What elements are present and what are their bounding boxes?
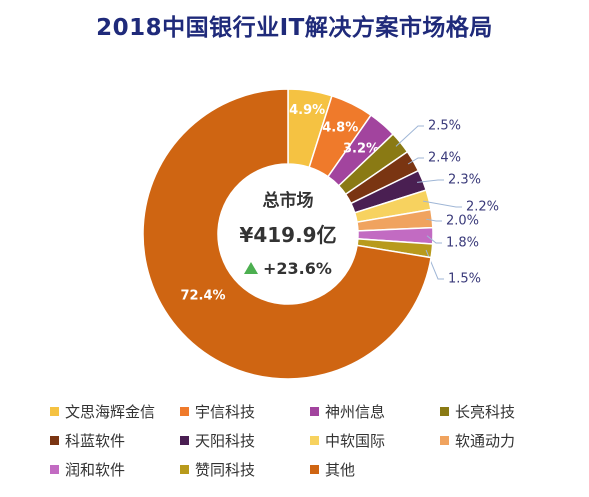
legend-swatch [440,436,449,445]
slice-label-6: 2.3% [448,173,481,188]
slice-label-9: 1.8% [446,236,479,251]
legend-label: 赞同科技 [195,461,256,479]
legend-item: 软通动力 [440,430,570,451]
legend-label: 科蓝软件 [65,432,126,450]
center-growth: +23.6% [263,259,332,278]
slice-label-1: 4.9% [289,103,325,118]
legend-item: 科蓝软件 [50,430,180,451]
legend-swatch [440,407,449,416]
legend-swatch [180,465,189,474]
legend-label: 天阳科技 [195,432,256,450]
legend-row: 科蓝软件 天阳科技 中软国际 软通动力 [50,426,570,455]
slice-label-7: 2.2% [466,200,499,215]
legend-label: 其他 [325,461,356,479]
legend-label: 中软国际 [325,432,386,450]
legend-row: 润和软件 赞同科技 其他 [50,455,570,484]
legend-item: 润和软件 [50,459,180,480]
legend-item: 赞同科技 [180,459,310,480]
legend-swatch [50,465,59,474]
leader-line-6 [417,179,444,183]
legend-label: 软通动力 [455,432,516,450]
legend-item: 宇信科技 [180,401,310,422]
leader-line-7 [422,200,462,208]
legend: 文思海辉金信 宇信科技 神州信息 长亮科技科蓝软件 天阳科技 中软国际 软通动力润和软件 赞同… [50,397,570,484]
slice-label-2: 4.8% [322,121,358,136]
leader-line-4 [395,125,424,147]
legend-label: 长亮科技 [455,403,516,421]
legend-label: 宇信科技 [195,403,256,421]
legend-swatch [310,465,319,474]
center-label: 总市场 [263,190,314,211]
slice-label-11: 72.4% [180,289,225,304]
slice-label-10: 1.5% [448,272,481,287]
legend-item: 其他 [310,459,440,480]
chart-title: 2018中国银行业IT解决方案市场格局 [96,15,493,41]
up-triangle-icon [244,262,258,274]
legend-label: 润和软件 [65,461,126,479]
legend-item: 文思海辉金信 [50,401,180,422]
slice-label-3: 3.2% [343,142,379,157]
leader-line-9 [426,235,442,244]
center-total: ¥419.9亿 [239,223,336,247]
legend-item: 中软国际 [310,430,440,451]
legend-item: 长亮科技 [440,401,570,422]
legend-label: 神州信息 [325,403,386,421]
slice-label-8: 2.0% [446,214,479,229]
slice-11 [142,88,432,380]
legend-label: 文思海辉金信 [65,403,156,421]
legend-swatch [310,407,319,416]
legend-swatch [50,407,59,416]
legend-item: 神州信息 [310,401,440,422]
slice-label-5: 2.4% [428,151,461,166]
slice-label-4: 2.5% [428,119,461,134]
leader-line-8 [426,218,442,222]
legend-item: 天阳科技 [180,430,310,451]
legend-swatch [180,407,189,416]
legend-row: 文思海辉金信 宇信科技 神州信息 长亮科技 [50,397,570,426]
legend-swatch [50,436,59,445]
leader-line-5 [407,157,424,165]
legend-swatch [310,436,319,445]
legend-swatch [180,436,189,445]
